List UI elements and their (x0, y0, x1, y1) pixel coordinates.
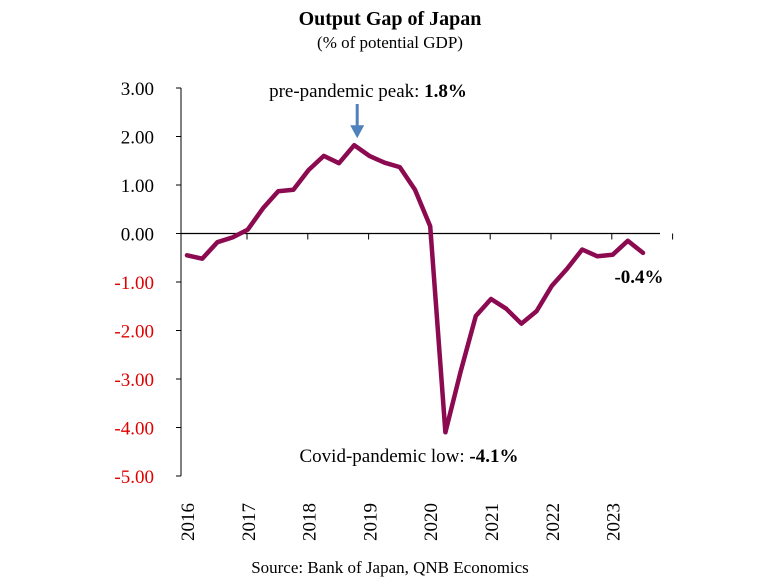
low-annotation-value: -4.1% (469, 446, 518, 467)
y-tick-label: -2.00 (114, 322, 154, 343)
x-axis: 2016 2017 2018 2019 2020 2021 2022 2023 (178, 233, 674, 541)
data-point (505, 308, 507, 310)
data-point (429, 225, 431, 227)
x-tick-label: 2016 (178, 503, 199, 541)
data-point (186, 254, 188, 256)
data-point (581, 249, 583, 251)
data-point (444, 431, 446, 433)
peak-annotation-prefix: pre-pandemic peak: (269, 81, 424, 102)
data-point (460, 371, 462, 373)
data-point (201, 258, 203, 260)
y-tick-label: -3.00 (114, 370, 154, 391)
data-point (308, 169, 310, 171)
last-value-label: -0.4% (614, 267, 663, 288)
data-point (627, 240, 629, 242)
data-point (536, 310, 538, 312)
y-tick-label: -1.00 (114, 273, 154, 294)
source-note: Source: Bank of Japan, QNB Economics (251, 558, 529, 577)
data-point (216, 241, 218, 243)
low-annotation: Covid-pandemic low: -4.1% (300, 446, 519, 467)
data-point (277, 190, 279, 192)
data-point (520, 323, 522, 325)
data-point (414, 189, 416, 191)
x-tick-label: 2021 (482, 503, 503, 541)
annotations: pre-pandemic peak: 1.8% Covid-pandemic l… (269, 81, 663, 467)
data-point (323, 155, 325, 157)
x-tick-label: 2020 (421, 503, 442, 541)
y-tick-label: -4.00 (114, 419, 154, 440)
y-tick-label: 1.00 (121, 176, 154, 197)
x-tick-label: 2022 (543, 503, 564, 541)
data-point (475, 315, 477, 317)
y-axis: 3.00 2.00 1.00 0.00 -1.00 -2.00 -3.00 -4.00 -5.0… (114, 79, 182, 488)
data-point (596, 255, 598, 257)
peak-arrow-head (350, 125, 365, 139)
data-point (399, 166, 401, 168)
data-point (338, 162, 340, 164)
low-annotation-prefix: Covid-pandemic low: (300, 446, 470, 467)
x-tick-label: 2018 (300, 503, 321, 541)
series-line (184, 142, 646, 435)
data-point (642, 252, 644, 254)
data-point (353, 144, 355, 146)
chart-title: Output Gap of Japan (298, 8, 482, 30)
peak-annotation: pre-pandemic peak: 1.8% (269, 81, 467, 102)
peak-annotation-value: 1.8% (424, 81, 467, 102)
y-tick-label: 0.00 (121, 225, 154, 246)
data-point (368, 155, 370, 157)
x-tick-label: 2017 (239, 503, 260, 541)
data-point (232, 236, 234, 238)
data-point (384, 162, 386, 164)
y-tick-label: -5.00 (114, 467, 154, 488)
data-point (247, 229, 249, 231)
data-point (292, 189, 294, 191)
y-tick-label: 3.00 (121, 79, 154, 100)
x-tick-label: 2019 (360, 503, 381, 541)
data-point (490, 298, 492, 300)
data-point (551, 285, 553, 287)
x-tick-label: 2023 (604, 503, 625, 541)
data-point (612, 254, 614, 256)
chart-subtitle: (% of potential GDP) (317, 33, 463, 52)
y-tick-label: 2.00 (121, 128, 154, 149)
data-point (566, 268, 568, 270)
data-point (262, 207, 264, 209)
series (184, 142, 646, 435)
